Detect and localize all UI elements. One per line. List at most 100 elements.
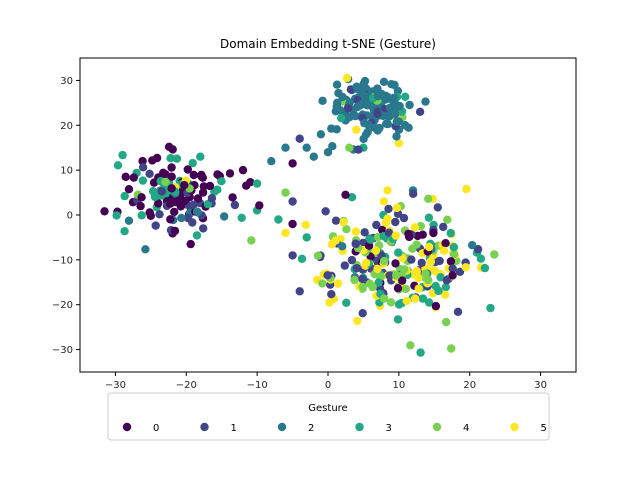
data-point-gesture-4 [379,256,389,266]
data-point-gesture-4 [358,282,367,292]
data-point-gesture-1 [151,221,160,230]
x-tick-label: 0 [325,380,331,391]
data-point-gesture-0 [441,239,450,248]
data-point-gesture-0 [213,170,222,179]
data-point-gesture-3 [166,154,175,163]
data-point-gesture-3 [137,211,146,220]
data-point-gesture-0 [180,181,189,190]
data-point-gesture-5 [331,236,340,245]
data-point-gesture-1 [448,264,457,273]
data-point-gesture-1 [358,274,367,284]
data-point-gesture-4 [345,143,354,152]
data-point-gesture-3 [337,113,346,123]
data-point-gesture-4 [400,265,409,274]
data-point-gesture-5 [440,290,450,299]
data-point-gesture-0 [167,172,176,181]
data-point-gesture-1 [331,216,341,225]
legend-label-2: 2 [308,423,314,434]
data-point-gesture-2 [316,130,326,139]
data-point-gesture-0 [100,207,109,216]
data-point-gesture-3 [118,150,127,160]
data-point-gesture-5 [379,197,389,206]
data-point-gesture-1 [327,290,336,299]
data-point-gesture-0 [288,219,297,229]
data-point-gesture-3 [476,254,486,263]
data-point-gesture-2 [378,91,388,100]
y-axis: −30 −20 −10 0 10 20 30 [52,76,80,356]
data-point-gesture-5 [410,294,420,303]
x-tick-label: 30 [534,380,547,391]
data-point-gesture-5 [333,279,343,288]
data-point-gesture-3 [431,281,440,291]
data-point-gesture-4 [447,344,456,353]
data-point-gesture-1 [455,267,465,276]
data-point-gesture-1 [415,107,425,117]
data-point-gesture-0 [255,201,264,210]
data-point-gesture-3 [347,193,357,202]
data-point-gesture-4 [421,269,430,278]
y-tick-label: −10 [52,255,73,266]
chart-title: Domain Embedding t-SNE (Gesture) [220,37,436,51]
data-point-gesture-3 [112,211,121,220]
data-point-gesture-2 [338,92,347,102]
data-point-gesture-4 [401,284,410,294]
data-point-gesture-5 [339,218,348,227]
data-point-gesture-1 [155,210,164,219]
data-point-gesture-1 [343,104,353,113]
data-point-gesture-3 [486,303,495,313]
x-tick-label: −20 [176,380,197,391]
y-tick-label: 20 [60,121,73,132]
data-point-gesture-2 [302,143,311,152]
data-point-gesture-5 [424,242,434,252]
data-point-gesture-2 [331,107,340,116]
legend-title: Gesture [308,403,347,414]
data-point-gesture-4 [313,251,323,260]
data-point-gesture-2 [193,208,202,217]
data-point-gesture-3 [446,228,455,238]
data-point-gesture-4 [318,279,327,288]
data-point-gesture-2 [362,130,371,139]
y-tick-label: 0 [67,211,73,222]
data-point-gesture-3 [424,298,434,307]
data-point-gesture-5 [439,246,449,255]
legend-frame [107,392,550,441]
data-point-gesture-1 [433,203,442,212]
data-point-gesture-4 [368,282,377,292]
data-point-gesture-0 [124,185,134,194]
x-axis: −30 −20 −10 0 10 20 30 [105,372,547,391]
data-point-gesture-4 [281,188,290,197]
data-point-gesture-0 [129,173,138,182]
data-point-gesture-1 [288,251,297,260]
data-point-gesture-1 [391,217,400,227]
data-point-gesture-1 [442,276,451,285]
data-point-gesture-3 [120,227,129,236]
y-tick-label: 30 [60,76,73,87]
data-point-gesture-1 [417,258,426,267]
data-point-gesture-0 [198,173,207,182]
data-point-gesture-1 [473,245,483,254]
data-point-gesture-2 [405,100,414,110]
data-point-gesture-3 [401,92,410,102]
data-point-gesture-1 [295,287,304,296]
data-point-gesture-3 [196,152,205,161]
data-point-gesture-5 [394,139,404,148]
data-point-gesture-5 [383,214,392,223]
data-point-gesture-5 [391,231,400,240]
data-point-gesture-5 [373,264,382,274]
data-point-gesture-1 [230,200,240,210]
data-point-gesture-3 [172,154,182,163]
data-point-gesture-0 [448,271,457,280]
legend-label-5: 5 [541,423,547,434]
data-point-gesture-4 [442,317,451,327]
data-point-gesture-2 [281,143,290,152]
x-tick-label: −30 [105,380,126,391]
data-point-gesture-3 [393,315,403,324]
data-point-gesture-5 [352,125,361,134]
data-point-gesture-5 [281,228,290,238]
data-point-gesture-0 [167,163,176,172]
data-point-gesture-1 [295,134,304,143]
data-point-gesture-0 [137,193,146,202]
data-point-gesture-0 [228,193,237,202]
data-point-gesture-2 [318,96,327,106]
y-tick-label: −20 [52,300,73,311]
